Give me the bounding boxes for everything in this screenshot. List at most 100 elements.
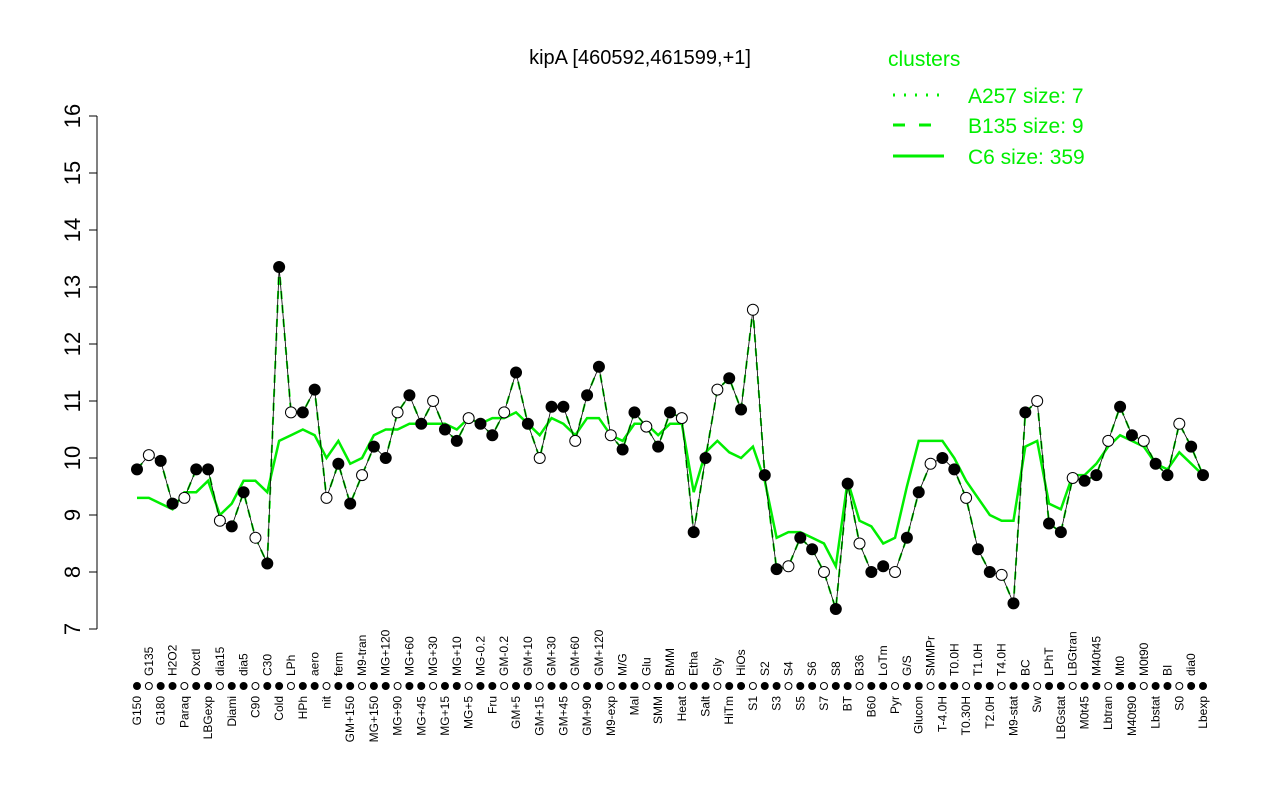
data-point bbox=[995, 568, 1008, 581]
x-tick-label: S2 bbox=[758, 661, 772, 676]
x-tick-label: Oxctl bbox=[189, 649, 203, 676]
x-marker bbox=[227, 682, 236, 690]
x-marker bbox=[1056, 682, 1065, 690]
x-tick-label: SMMPr bbox=[924, 636, 938, 676]
x-marker bbox=[606, 682, 615, 690]
data-point bbox=[391, 406, 404, 419]
x-tick-label: GM+150 bbox=[343, 696, 357, 743]
x-tick-label: LPh bbox=[284, 655, 298, 676]
x-tick-label: HPh bbox=[296, 696, 310, 719]
x-marker bbox=[689, 682, 698, 690]
x-marker bbox=[819, 682, 828, 690]
x-tick-label: HiOs bbox=[734, 649, 748, 676]
x-tick-label: Cold bbox=[272, 696, 286, 721]
data-point bbox=[841, 477, 854, 490]
data-point bbox=[723, 372, 736, 385]
x-marker bbox=[902, 682, 911, 690]
x-tick-label: MG+120 bbox=[379, 629, 393, 676]
x-marker bbox=[879, 682, 888, 690]
x-marker bbox=[547, 682, 556, 690]
x-marker bbox=[867, 682, 876, 690]
x-marker bbox=[559, 682, 568, 690]
x-marker bbox=[1009, 682, 1018, 690]
x-tick-label: Lbstat bbox=[1149, 695, 1163, 728]
data-point bbox=[853, 537, 866, 550]
x-tick-label: GM-0.2 bbox=[497, 636, 511, 676]
data-point bbox=[1125, 429, 1138, 442]
legend-label-b135: B135 size: 9 bbox=[968, 115, 1084, 138]
data-point bbox=[1090, 469, 1103, 482]
x-marker bbox=[1080, 682, 1089, 690]
data-point bbox=[510, 366, 523, 379]
data-point bbox=[213, 514, 226, 527]
data-point bbox=[533, 452, 546, 464]
data-points bbox=[131, 261, 1209, 616]
x-marker bbox=[1068, 682, 1077, 690]
x-tick-label: HiTm bbox=[722, 696, 736, 725]
x-tick-label: BMM bbox=[663, 648, 677, 676]
x-marker bbox=[1127, 682, 1136, 690]
data-point bbox=[1043, 517, 1056, 530]
x-marker bbox=[985, 682, 994, 690]
x-tick-label: aero bbox=[308, 652, 322, 676]
x-tick-label: ferm bbox=[331, 652, 345, 676]
x-tick-label: Lbtran bbox=[1101, 696, 1115, 730]
data-point bbox=[829, 603, 842, 616]
x-tick-label: MG+30 bbox=[426, 636, 440, 676]
x-marker bbox=[1151, 682, 1160, 690]
x-tick-label: Paraq bbox=[177, 696, 191, 728]
series-lines bbox=[136, 266, 1204, 610]
data-point bbox=[746, 303, 759, 316]
x-marker bbox=[263, 682, 272, 690]
x-tick-label: S8 bbox=[829, 661, 843, 676]
x-marker bbox=[654, 682, 663, 690]
y-tick-label: 8 bbox=[60, 566, 85, 578]
x-marker bbox=[760, 682, 769, 690]
data-point bbox=[664, 406, 676, 419]
x-marker bbox=[168, 682, 177, 690]
x-marker bbox=[512, 682, 521, 690]
data-point bbox=[498, 406, 511, 419]
x-tick-label: Lbexp bbox=[1196, 696, 1210, 729]
x-marker bbox=[251, 682, 260, 690]
x-tick-label: MG-0.2 bbox=[473, 636, 487, 676]
x-tick-label: dia5 bbox=[237, 653, 251, 676]
data-point bbox=[1007, 597, 1020, 610]
data-point bbox=[592, 360, 605, 373]
x-marker bbox=[440, 682, 449, 690]
x-marker bbox=[180, 682, 189, 690]
x-marker bbox=[1092, 682, 1101, 690]
data-point bbox=[545, 400, 558, 413]
data-point bbox=[924, 457, 937, 470]
x-marker bbox=[275, 682, 284, 690]
x-tick-label: MG+5 bbox=[462, 696, 476, 729]
x-marker bbox=[215, 682, 224, 690]
data-point bbox=[367, 440, 380, 453]
data-point bbox=[960, 491, 973, 504]
x-tick-label: GM+120 bbox=[592, 629, 606, 676]
x-marker bbox=[855, 682, 864, 690]
x-marker bbox=[464, 682, 473, 690]
data-point bbox=[604, 429, 617, 442]
x-marker bbox=[393, 682, 402, 690]
data-point bbox=[687, 526, 700, 539]
x-marker bbox=[1175, 682, 1184, 690]
x-tick-label: MG+150 bbox=[367, 696, 381, 743]
x-tick-label: M40t90 bbox=[1125, 696, 1139, 736]
x-tick-label: M9-stat bbox=[1006, 695, 1020, 736]
data-point bbox=[249, 531, 262, 544]
data-point bbox=[178, 491, 191, 504]
x-marker bbox=[500, 682, 509, 690]
legend: clusters A257 size: 7 B135 size: 9 C6 si… bbox=[888, 48, 1085, 169]
data-point bbox=[758, 469, 771, 482]
data-point bbox=[569, 434, 582, 447]
data-point bbox=[284, 406, 297, 419]
x-tick-label: GM+15 bbox=[533, 696, 547, 736]
x-tick-label: LBGstat bbox=[1054, 695, 1068, 739]
data-point bbox=[1102, 434, 1115, 447]
x-marker bbox=[286, 682, 295, 690]
x-tick-label: MG+15 bbox=[438, 696, 452, 736]
x-marker bbox=[725, 682, 734, 690]
x-marker bbox=[1187, 682, 1196, 690]
